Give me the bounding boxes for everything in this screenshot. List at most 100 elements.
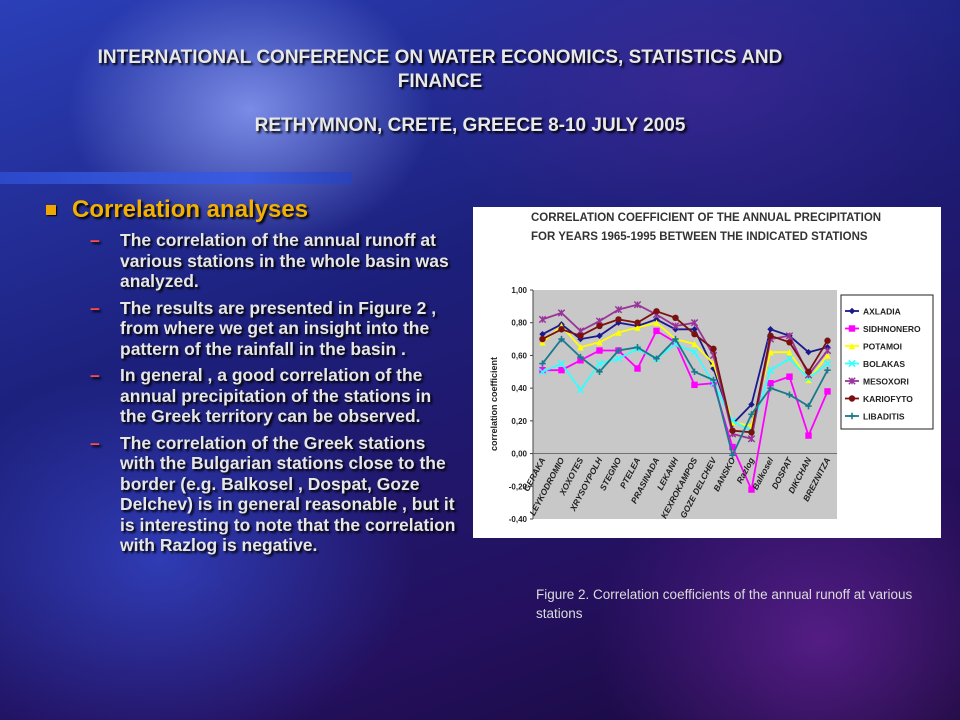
- data-point: [805, 348, 812, 356]
- data-point: [824, 388, 831, 395]
- data-point: [824, 366, 831, 374]
- y-tick-label: -0,40: [509, 515, 528, 524]
- data-point: [747, 435, 756, 443]
- data-point: [848, 325, 856, 332]
- data-point: [634, 324, 641, 331]
- data-point: [786, 348, 793, 356]
- data-point: [691, 340, 698, 348]
- y-tick-label: 0,20: [511, 417, 527, 426]
- data-point: [539, 360, 546, 367]
- data-point: [805, 376, 812, 384]
- data-point: [848, 395, 856, 402]
- data-point: [634, 344, 641, 351]
- data-point: [729, 452, 736, 459]
- series-libaditis: [539, 335, 831, 459]
- data-point: [653, 327, 660, 335]
- legend-item: SIDHNONERO: [845, 324, 921, 334]
- dash-icon: –: [90, 297, 100, 318]
- data-point: [596, 339, 603, 346]
- data-point: [577, 357, 584, 364]
- data-point: [539, 330, 546, 338]
- legend-label: SIDHNONERO: [863, 324, 921, 334]
- y-tick-label: 0,00: [511, 450, 527, 459]
- dash-icon: –: [90, 230, 100, 250]
- y-tick-label: -0,20: [509, 482, 528, 491]
- data-point: [653, 355, 660, 362]
- slide-title: INTERNATIONAL CONFERENCE ON WATER ECONOM…: [40, 46, 840, 138]
- data-point: [710, 376, 717, 384]
- data-point: [577, 332, 584, 339]
- data-point: [748, 401, 755, 408]
- dash-icon: –: [90, 365, 100, 385]
- data-point: [748, 486, 755, 493]
- series-line: [542, 318, 828, 426]
- main-bullet: Correlation analyses: [44, 196, 464, 224]
- data-point: [672, 339, 679, 346]
- legend-item: POTAMOI: [845, 342, 902, 352]
- data-point: [596, 347, 603, 354]
- data-point: [848, 342, 856, 350]
- data-point: [558, 335, 565, 343]
- bullet-list: Correlation analyses – The correlation o…: [44, 196, 464, 556]
- data-point: [691, 381, 698, 389]
- data-point: [767, 326, 774, 333]
- data-point: [823, 346, 832, 355]
- sub-bullet-3: – In general , a good correlation of the…: [90, 365, 464, 427]
- data-point: [653, 308, 660, 315]
- data-point: [596, 368, 603, 375]
- legend-label: KARIOFYTO: [863, 394, 913, 404]
- data-point: [596, 322, 603, 330]
- legend-label: BOLAKAS: [863, 359, 905, 369]
- legend-item: MESOXORI: [845, 377, 909, 387]
- data-point: [748, 411, 755, 418]
- data-point: [672, 335, 679, 343]
- y-tick-label: 0,60: [511, 351, 527, 360]
- legend-item: AXLADIA: [845, 307, 901, 317]
- data-point: [672, 326, 679, 333]
- figure-caption: Figure 2. Correlation coefficients of th…: [536, 587, 913, 621]
- data-point: [767, 384, 774, 392]
- data-point: [539, 366, 546, 374]
- data-point: [577, 344, 584, 351]
- data-point: [615, 329, 622, 336]
- title-line-3: RETHYMNON, CRETE, GREECE 8-10 JULY 2005: [254, 115, 686, 136]
- data-point: [767, 380, 774, 387]
- data-point: [615, 319, 622, 326]
- y-axis-label: correlation coefficient: [489, 357, 499, 451]
- data-point: [785, 332, 794, 340]
- data-point: [805, 368, 812, 375]
- legend-label: MESOXORI: [863, 377, 909, 387]
- legend-label: AXLADIA: [863, 307, 901, 317]
- data-point: [539, 339, 546, 346]
- data-point: [824, 352, 831, 359]
- legend-item: BOLAKAS: [845, 359, 905, 369]
- data-point: [729, 427, 736, 434]
- data-point: [672, 314, 679, 322]
- legend-label: LIBADITIS: [863, 412, 905, 422]
- data-point: [614, 354, 623, 363]
- data-point: [805, 402, 812, 410]
- data-point: [653, 319, 660, 326]
- series-line: [541, 337, 829, 458]
- data-point: [729, 443, 736, 451]
- chart-legend: AXLADIA SIDHNONERO POTAMOI BOLAKAS MESOXORI K…: [840, 294, 934, 430]
- legend-label: POTAMOI: [863, 342, 902, 352]
- data-point: [824, 337, 831, 344]
- data-point: [767, 348, 774, 356]
- y-axis: 1,00 0,80 0,60 0,40 0,20 0,00 -0,20 -0,40: [509, 286, 837, 524]
- data-point: [615, 316, 622, 323]
- data-point: [671, 322, 680, 330]
- series-group: [538, 301, 832, 493]
- data-point: [633, 301, 642, 309]
- title-line-1: INTERNATIONAL CONFERENCE ON WATER ECONOM…: [97, 47, 783, 68]
- legend-box: [840, 294, 934, 430]
- series-line: [541, 321, 829, 427]
- data-point: [767, 332, 774, 339]
- data-point: [576, 386, 585, 394]
- data-point: [653, 316, 660, 323]
- data-point: [823, 359, 832, 368]
- data-point: [848, 307, 856, 315]
- data-point: [557, 309, 566, 317]
- chart-figure: CORRELATION COEFFICIENT OF THE ANNUAL PR…: [473, 207, 941, 538]
- chart-title-line-1: CORRELATION COEFFICIENT OF THE ANNUAL PR…: [531, 212, 881, 224]
